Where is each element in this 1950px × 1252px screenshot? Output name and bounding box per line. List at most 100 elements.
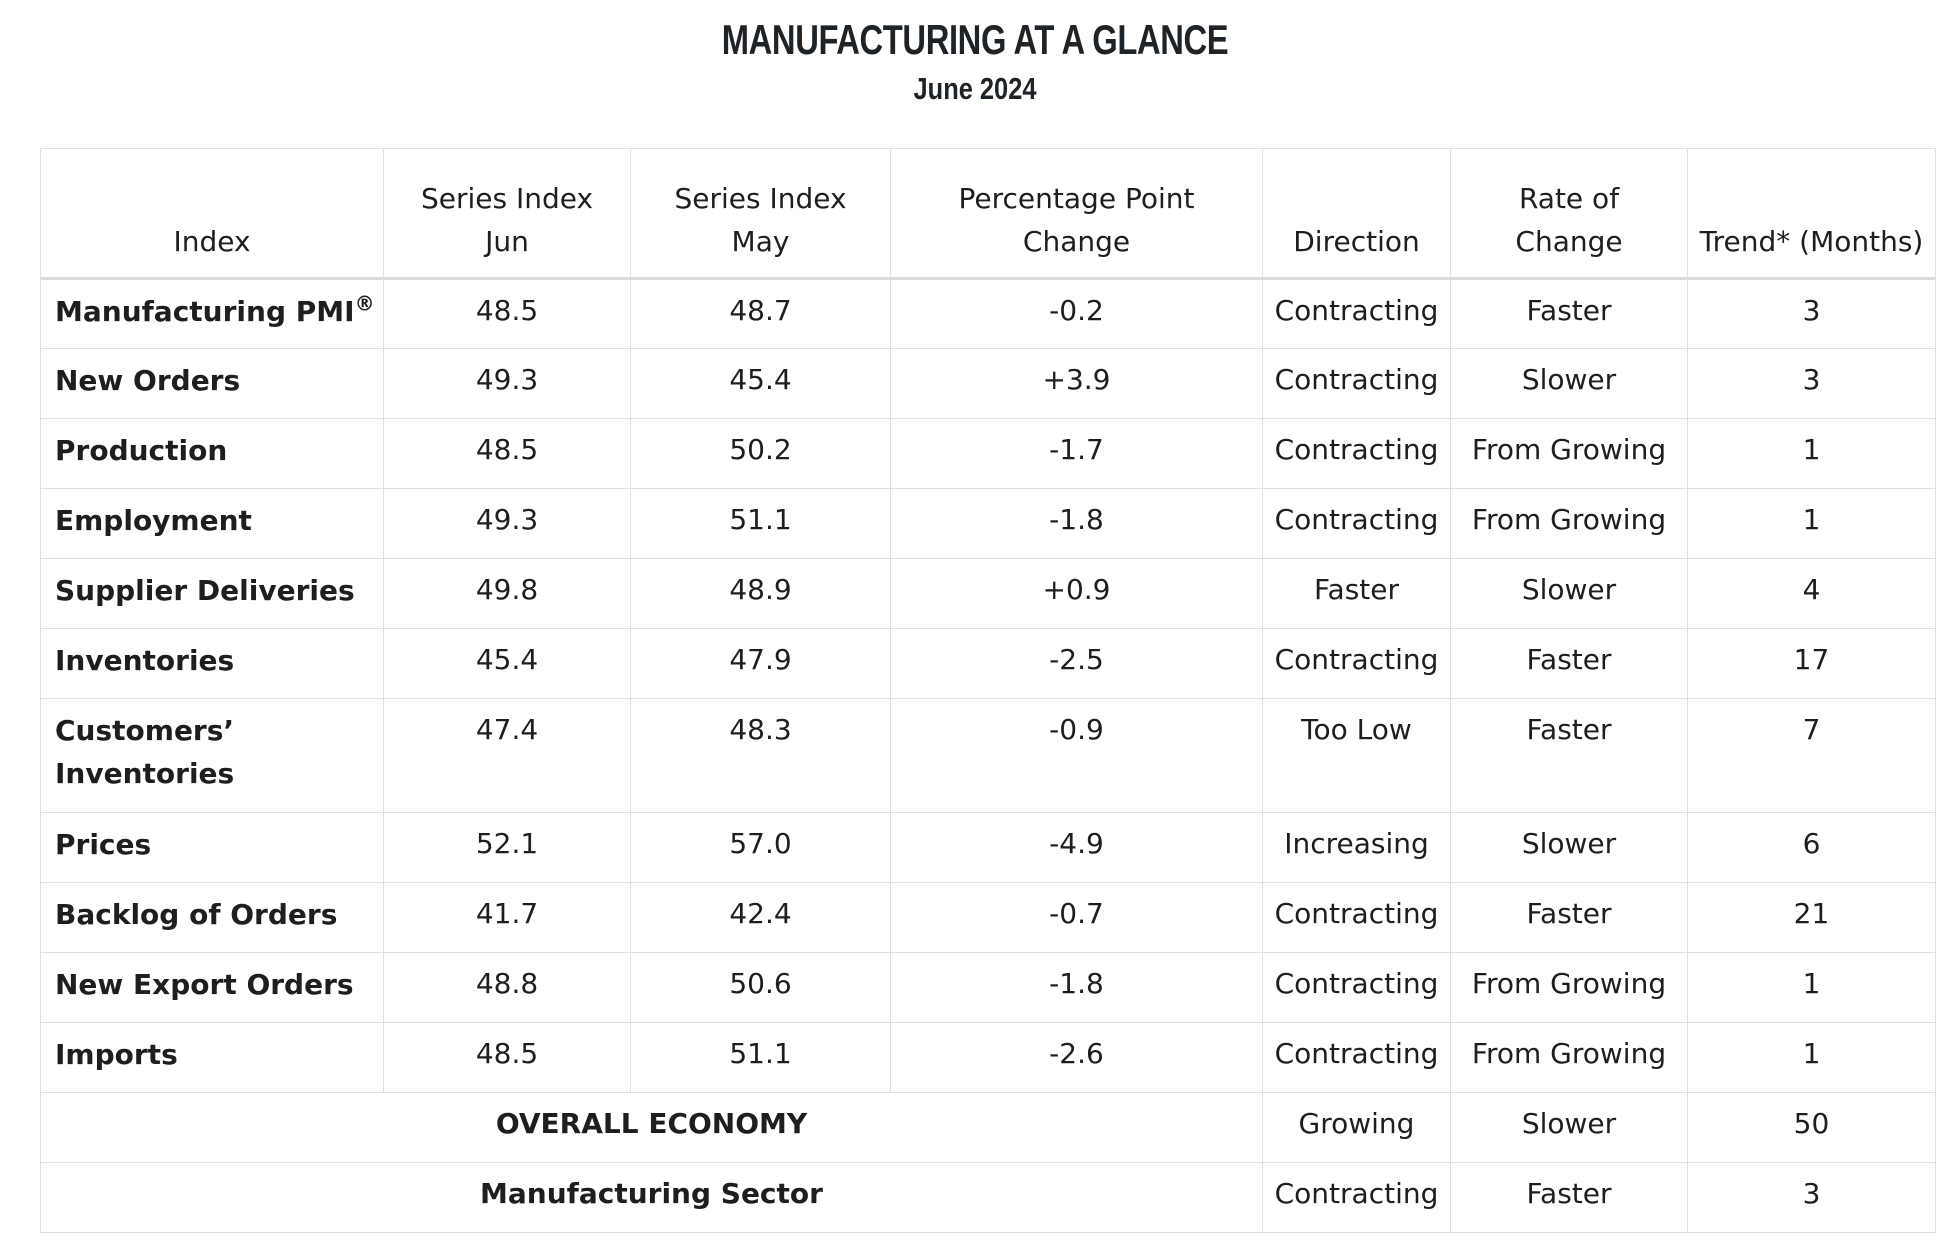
- cell-may: 51.1: [630, 1022, 891, 1093]
- cell-trend: 1: [1687, 1022, 1936, 1093]
- cell-jun: 49.8: [383, 558, 631, 629]
- cell-trend: 3: [1687, 278, 1936, 349]
- col-trend: Trend* (Months): [1687, 148, 1936, 280]
- table-row: Imports 48.5 51.1 -2.6 Contracting From …: [40, 1022, 1936, 1093]
- cell-change: -0.7: [890, 882, 1263, 953]
- cell-rate: Faster: [1450, 628, 1688, 699]
- cell-trend: 7: [1687, 698, 1936, 813]
- row-name: Inventories: [40, 628, 384, 699]
- cell-may: 42.4: [630, 882, 891, 953]
- table-row: Manufacturing PMI® 48.5 48.7 -0.2 Contra…: [40, 278, 1936, 349]
- cell-trend: 4: [1687, 558, 1936, 629]
- table-row: Employment 49.3 51.1 -1.8 Contracting Fr…: [40, 488, 1936, 559]
- cell-rate: From Growing: [1450, 418, 1688, 489]
- cell-trend: 1: [1687, 952, 1936, 1023]
- cell-may: 45.4: [630, 348, 891, 419]
- cell-change: -1.8: [890, 488, 1263, 559]
- cell-direction: Contracting: [1262, 952, 1451, 1023]
- table-row: Supplier Deliveries 49.8 48.9 +0.9 Faste…: [40, 558, 1936, 629]
- manufacturing-table: Index Series Index Jun Series Index May Pe…: [40, 148, 1936, 1233]
- cell-change: -2.5: [890, 628, 1263, 699]
- cell-direction: Contracting: [1262, 348, 1451, 419]
- cell-jun: 47.4: [383, 698, 631, 813]
- table-row: Backlog of Orders 41.7 42.4 -0.7 Contrac…: [40, 882, 1936, 953]
- cell-rate: Slower: [1450, 812, 1688, 883]
- cell-may: 51.1: [630, 488, 891, 559]
- cell-rate: Slower: [1450, 1092, 1688, 1163]
- cell-direction: Contracting: [1262, 1022, 1451, 1093]
- cell-change: -4.9: [890, 812, 1263, 883]
- cell-rate: From Growing: [1450, 952, 1688, 1023]
- summary-label: Manufacturing Sector: [40, 1162, 1263, 1233]
- row-name: Imports: [40, 1022, 384, 1093]
- cell-trend: 21: [1687, 882, 1936, 953]
- row-name: Backlog of Orders: [40, 882, 384, 953]
- cell-may: 48.9: [630, 558, 891, 629]
- cell-jun: 49.3: [383, 488, 631, 559]
- cell-jun: 48.5: [383, 278, 631, 349]
- header-row: Index Series Index Jun Series Index May Pe…: [40, 148, 1936, 280]
- cell-change: +0.9: [890, 558, 1263, 629]
- col-rate: Rate of Change: [1450, 148, 1688, 280]
- cell-trend: 1: [1687, 418, 1936, 489]
- cell-jun: 48.8: [383, 952, 631, 1023]
- table-header: Index Series Index Jun Series Index May Pe…: [40, 148, 1936, 280]
- cell-jun: 45.4: [383, 628, 631, 699]
- table-row: Inventories 45.4 47.9 -2.5 Contracting F…: [40, 628, 1936, 699]
- summary-row: Manufacturing Sector Contracting Faster …: [40, 1162, 1936, 1233]
- col-series-may: Series Index May: [630, 148, 891, 280]
- cell-jun: 48.5: [383, 1022, 631, 1093]
- table-row: Production 48.5 50.2 -1.7 Contracting Fr…: [40, 418, 1936, 489]
- cell-may: 57.0: [630, 812, 891, 883]
- table-row: Prices 52.1 57.0 -4.9 Increasing Slower …: [40, 812, 1936, 883]
- cell-may: 50.6: [630, 952, 891, 1023]
- cell-trend: 6: [1687, 812, 1936, 883]
- cell-rate: Faster: [1450, 698, 1688, 813]
- col-series-jun: Series Index Jun: [383, 148, 631, 280]
- table-row: New Orders 49.3 45.4 +3.9 Contracting Sl…: [40, 348, 1936, 419]
- cell-direction: Contracting: [1262, 278, 1451, 349]
- cell-direction: Contracting: [1262, 1162, 1451, 1233]
- cell-may: 50.2: [630, 418, 891, 489]
- cell-rate: From Growing: [1450, 1022, 1688, 1093]
- cell-jun: 52.1: [383, 812, 631, 883]
- cell-trend: 3: [1687, 1162, 1936, 1233]
- page-title: MANUFACTURING AT A GLANCE: [721, 16, 1229, 63]
- cell-rate: From Growing: [1450, 488, 1688, 559]
- row-name: Production: [40, 418, 384, 489]
- cell-change: -0.2: [890, 278, 1263, 349]
- col-index: Index: [40, 148, 384, 280]
- page-header: MANUFACTURING AT A GLANCE June 2024: [0, 0, 1950, 108]
- row-name: Supplier Deliveries: [40, 558, 384, 629]
- cell-may: 48.3: [630, 698, 891, 813]
- cell-direction: Increasing: [1262, 812, 1451, 883]
- row-name: Customers’ Inventories: [40, 698, 384, 813]
- cell-trend: 3: [1687, 348, 1936, 419]
- cell-may: 47.9: [630, 628, 891, 699]
- cell-rate: Slower: [1450, 558, 1688, 629]
- cell-direction: Contracting: [1262, 628, 1451, 699]
- cell-change: -1.8: [890, 952, 1263, 1023]
- cell-rate: Faster: [1450, 278, 1688, 349]
- cell-jun: 48.5: [383, 418, 631, 489]
- row-name: Prices: [40, 812, 384, 883]
- cell-rate: Faster: [1450, 882, 1688, 953]
- cell-jun: 49.3: [383, 348, 631, 419]
- cell-rate: Slower: [1450, 348, 1688, 419]
- cell-trend: 17: [1687, 628, 1936, 699]
- summary-label: OVERALL ECONOMY: [40, 1092, 1263, 1163]
- cell-rate: Faster: [1450, 1162, 1688, 1233]
- row-name: Employment: [40, 488, 384, 559]
- cell-direction: Contracting: [1262, 882, 1451, 953]
- cell-change: -0.9: [890, 698, 1263, 813]
- cell-direction: Growing: [1262, 1092, 1451, 1163]
- row-name: Manufacturing PMI®: [40, 278, 384, 349]
- cell-jun: 41.7: [383, 882, 631, 953]
- cell-trend: 1: [1687, 488, 1936, 559]
- cell-direction: Faster: [1262, 558, 1451, 629]
- row-name: New Export Orders: [40, 952, 384, 1023]
- cell-direction: Too Low: [1262, 698, 1451, 813]
- cell-direction: Contracting: [1262, 488, 1451, 559]
- cell-direction: Contracting: [1262, 418, 1451, 489]
- summary-row: OVERALL ECONOMY Growing Slower 50: [40, 1092, 1936, 1163]
